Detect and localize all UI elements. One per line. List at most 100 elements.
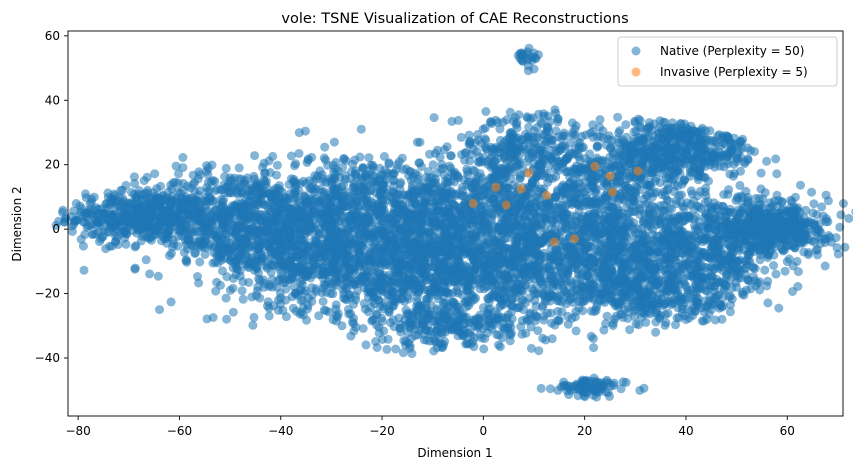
native-point <box>551 218 561 228</box>
native-point <box>190 249 200 259</box>
native-point <box>238 277 248 287</box>
native-point <box>454 232 463 242</box>
native-point <box>278 305 288 315</box>
native-point <box>137 219 147 229</box>
native-point <box>375 163 385 173</box>
native-point <box>250 245 260 255</box>
native-point <box>356 240 366 250</box>
native-point <box>500 276 510 286</box>
native-point <box>456 132 466 142</box>
native-point <box>362 267 372 277</box>
native-point <box>497 141 507 150</box>
native-point <box>484 271 493 280</box>
native-point <box>157 213 167 223</box>
native-point <box>159 194 169 204</box>
native-point <box>203 177 213 187</box>
native-point <box>242 214 252 224</box>
native-point <box>315 252 325 262</box>
native-point <box>529 143 538 153</box>
native-point <box>341 212 351 222</box>
native-point <box>391 344 401 354</box>
native-point <box>342 241 352 251</box>
native-point <box>240 179 250 189</box>
native-point <box>466 149 476 159</box>
native-point <box>365 256 375 266</box>
native-point <box>466 252 475 261</box>
native-point <box>368 171 378 181</box>
native-point <box>212 217 222 227</box>
native-point <box>441 191 451 201</box>
native-point <box>230 180 240 190</box>
native-point <box>248 320 258 330</box>
native-point <box>400 259 409 269</box>
native-point <box>382 290 392 300</box>
native-point <box>465 275 475 285</box>
native-point <box>379 152 389 161</box>
native-point <box>213 251 223 261</box>
native-point <box>193 272 202 281</box>
native-point <box>258 227 268 237</box>
native-point <box>232 199 242 208</box>
native-point <box>449 177 459 187</box>
native-point <box>122 229 132 239</box>
native-point <box>429 113 439 123</box>
native-point <box>127 187 136 197</box>
native-point <box>539 109 549 119</box>
native-point <box>329 137 339 147</box>
native-point <box>272 160 282 170</box>
native-point <box>433 290 443 300</box>
native-point <box>528 132 538 142</box>
native-point <box>145 269 155 279</box>
native-point <box>401 164 411 174</box>
native-point <box>238 294 248 304</box>
native-point <box>136 236 146 246</box>
native-point <box>411 203 421 213</box>
native-point <box>352 220 362 230</box>
native-point <box>318 297 328 306</box>
native-point <box>181 256 191 266</box>
native-point <box>380 256 390 266</box>
native-point <box>320 142 330 152</box>
native-point <box>155 305 164 315</box>
native-point <box>392 164 402 174</box>
native-point <box>471 177 481 187</box>
native-point <box>315 166 325 176</box>
native-point <box>300 212 310 222</box>
native-point <box>247 225 257 234</box>
native-point <box>152 184 162 194</box>
native-point <box>139 176 149 186</box>
native-point <box>75 201 85 211</box>
native-point <box>220 221 229 230</box>
native-point <box>307 182 317 192</box>
native-point <box>446 151 456 161</box>
native-point <box>86 221 96 231</box>
chart-title: vole: TSNE Visualization of CAE Reconstr… <box>281 11 628 27</box>
native-point <box>190 186 200 196</box>
native-point <box>305 246 315 256</box>
native-point <box>212 184 222 194</box>
native-point <box>486 163 496 173</box>
native-point <box>425 249 435 259</box>
native-point <box>250 215 260 225</box>
native-point <box>101 244 111 254</box>
native-point <box>175 227 185 237</box>
native-point <box>275 274 285 284</box>
native-point <box>273 224 283 234</box>
native-point <box>130 242 140 252</box>
native-point <box>291 306 301 316</box>
native-point <box>613 112 623 122</box>
native-point <box>228 263 238 273</box>
native-point <box>464 139 474 149</box>
native-point <box>130 179 140 189</box>
native-point <box>460 210 470 220</box>
native-point <box>168 178 178 188</box>
native-point <box>166 203 176 213</box>
native-point <box>318 177 328 187</box>
native-point <box>174 169 183 179</box>
native-point <box>370 299 380 309</box>
native-point <box>416 181 426 191</box>
native-point <box>464 130 474 140</box>
native-point <box>486 259 496 269</box>
native-point <box>513 145 523 155</box>
